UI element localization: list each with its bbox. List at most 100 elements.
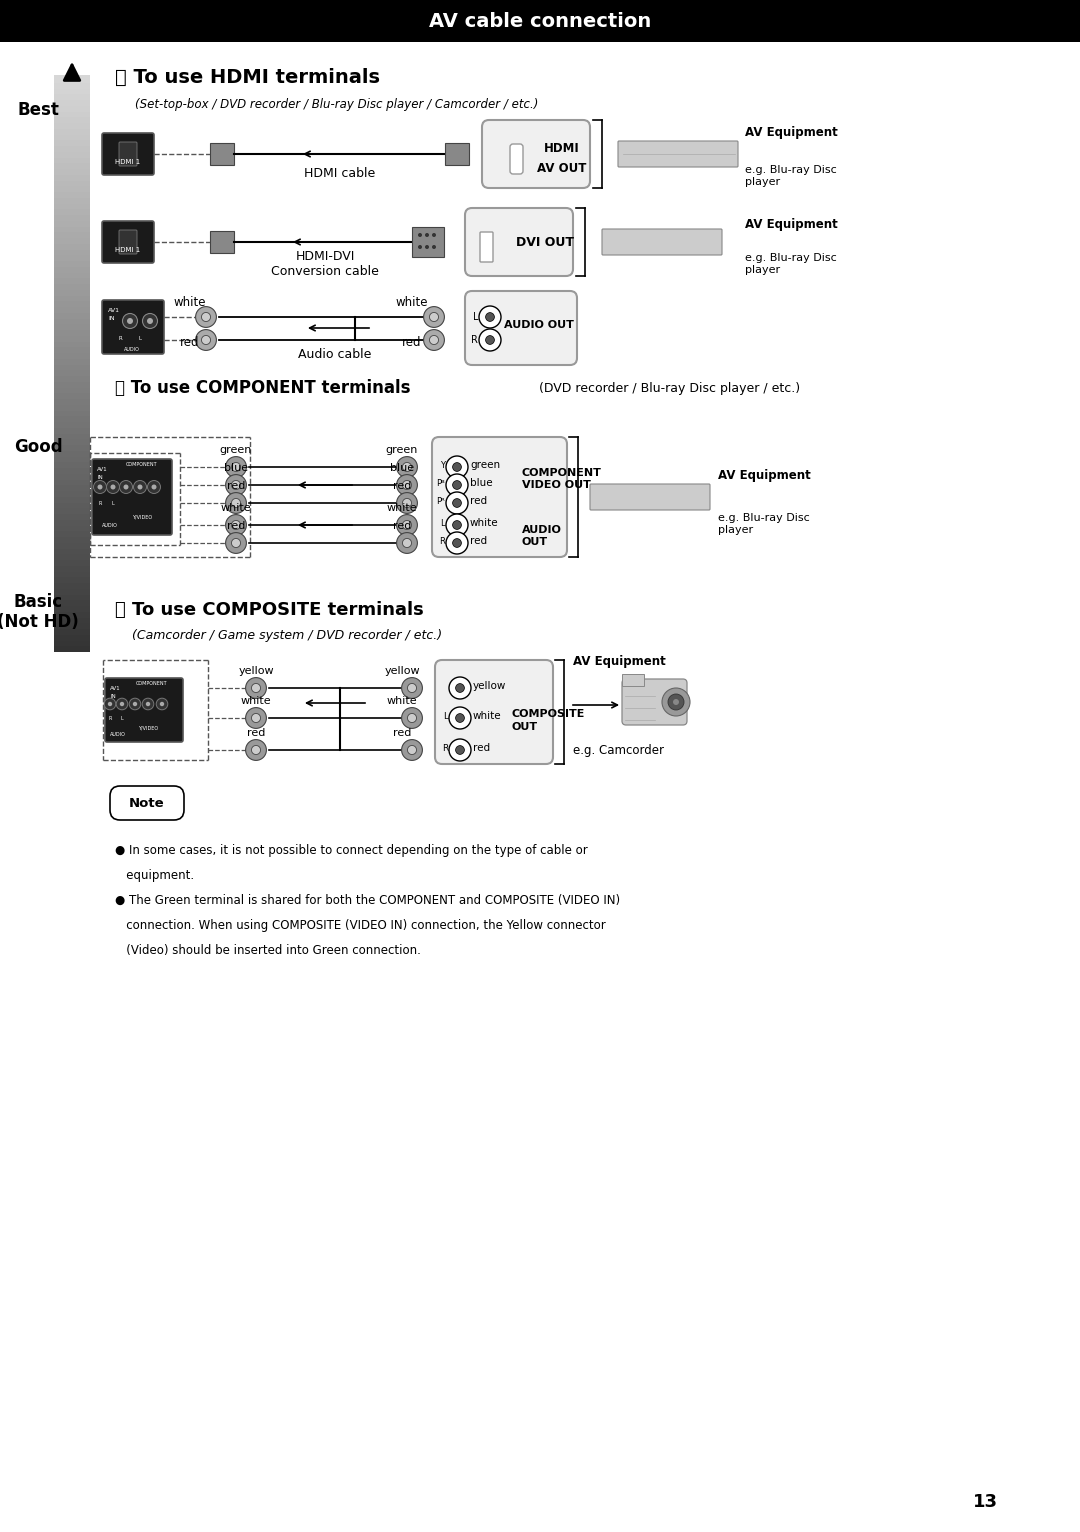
Circle shape — [146, 702, 150, 706]
Text: Ⓐ To use HDMI terminals: Ⓐ To use HDMI terminals — [114, 67, 380, 86]
Text: OUT: OUT — [512, 722, 538, 732]
Bar — [411, 227, 444, 257]
FancyBboxPatch shape — [618, 141, 738, 167]
Text: AV1: AV1 — [108, 308, 120, 313]
Text: AUDIO: AUDIO — [522, 525, 562, 535]
Text: VIDEO OUT: VIDEO OUT — [522, 480, 591, 490]
Bar — [54, 236, 90, 244]
Text: Y/VIDEO: Y/VIDEO — [138, 726, 158, 731]
Bar — [54, 639, 90, 647]
FancyBboxPatch shape — [622, 679, 687, 725]
Bar — [54, 599, 90, 607]
Bar — [54, 547, 90, 555]
Bar — [54, 179, 90, 187]
Circle shape — [402, 740, 422, 760]
Circle shape — [226, 515, 246, 535]
Text: red: red — [402, 336, 422, 348]
Bar — [54, 294, 90, 302]
Text: yellow: yellow — [384, 666, 420, 676]
Circle shape — [396, 475, 417, 495]
Bar — [54, 622, 90, 630]
Text: IN: IN — [110, 694, 116, 699]
Bar — [54, 489, 90, 496]
Circle shape — [662, 688, 690, 715]
Bar — [54, 455, 90, 463]
Bar — [54, 242, 90, 250]
Text: HDMI: HDMI — [544, 141, 580, 155]
Bar — [54, 610, 90, 617]
Bar — [54, 570, 90, 578]
Bar — [54, 574, 90, 584]
Bar — [54, 167, 90, 175]
Circle shape — [151, 484, 157, 490]
Text: white: white — [387, 502, 417, 513]
Bar — [54, 552, 90, 561]
Text: white: white — [473, 711, 501, 722]
Text: L: L — [443, 711, 448, 720]
Bar — [54, 368, 90, 375]
Bar — [54, 98, 90, 106]
Bar — [622, 674, 644, 686]
Bar — [54, 449, 90, 457]
FancyBboxPatch shape — [432, 437, 567, 558]
Bar — [54, 627, 90, 634]
Text: AUDIO OUT: AUDIO OUT — [504, 320, 573, 329]
FancyBboxPatch shape — [465, 291, 577, 365]
Bar — [54, 202, 90, 210]
Circle shape — [108, 702, 112, 706]
Circle shape — [446, 515, 468, 536]
Text: red: red — [393, 481, 411, 490]
Circle shape — [418, 245, 422, 250]
Circle shape — [449, 677, 471, 699]
Circle shape — [396, 515, 417, 535]
Bar — [54, 299, 90, 306]
Bar — [54, 593, 90, 601]
Circle shape — [456, 714, 464, 723]
Bar — [54, 604, 90, 611]
Text: green: green — [470, 460, 500, 470]
Bar — [54, 466, 90, 473]
Text: HDMI 1: HDMI 1 — [116, 247, 140, 253]
Circle shape — [446, 457, 468, 478]
Circle shape — [148, 481, 161, 493]
Circle shape — [120, 702, 124, 706]
Text: e.g. Camcorder: e.g. Camcorder — [573, 743, 664, 757]
Text: blue: blue — [470, 478, 492, 489]
Circle shape — [245, 740, 267, 760]
Circle shape — [134, 481, 147, 493]
Bar — [54, 357, 90, 365]
Text: L: L — [121, 715, 123, 720]
Circle shape — [432, 245, 436, 250]
Circle shape — [110, 484, 116, 490]
Circle shape — [226, 475, 246, 495]
Text: OUT: OUT — [522, 538, 549, 547]
Bar — [54, 86, 90, 95]
Bar — [54, 414, 90, 421]
FancyBboxPatch shape — [102, 221, 154, 264]
Text: L: L — [138, 337, 141, 342]
Circle shape — [195, 306, 216, 328]
Text: white: white — [220, 502, 252, 513]
Text: red: red — [247, 728, 266, 738]
Bar — [54, 437, 90, 444]
Bar — [54, 472, 90, 480]
Text: connection. When using COMPOSITE (VIDEO IN) connection, the Yellow connector: connection. When using COMPOSITE (VIDEO … — [114, 919, 606, 931]
Bar — [54, 248, 90, 256]
FancyBboxPatch shape — [590, 484, 710, 510]
Bar — [54, 380, 90, 388]
Text: AV1: AV1 — [110, 685, 121, 691]
Bar — [54, 328, 90, 336]
Circle shape — [418, 233, 422, 237]
Circle shape — [407, 683, 417, 692]
Text: Note: Note — [130, 797, 165, 809]
Bar — [54, 633, 90, 640]
Circle shape — [432, 233, 436, 237]
Bar — [54, 460, 90, 467]
Circle shape — [446, 532, 468, 555]
Text: AV OUT: AV OUT — [538, 161, 586, 175]
Text: L: L — [111, 501, 114, 506]
Text: ● In some cases, it is not possible to connect depending on the type of cable or: ● In some cases, it is not possible to c… — [114, 844, 588, 856]
Circle shape — [403, 463, 411, 472]
Circle shape — [226, 493, 246, 513]
Circle shape — [252, 746, 260, 755]
